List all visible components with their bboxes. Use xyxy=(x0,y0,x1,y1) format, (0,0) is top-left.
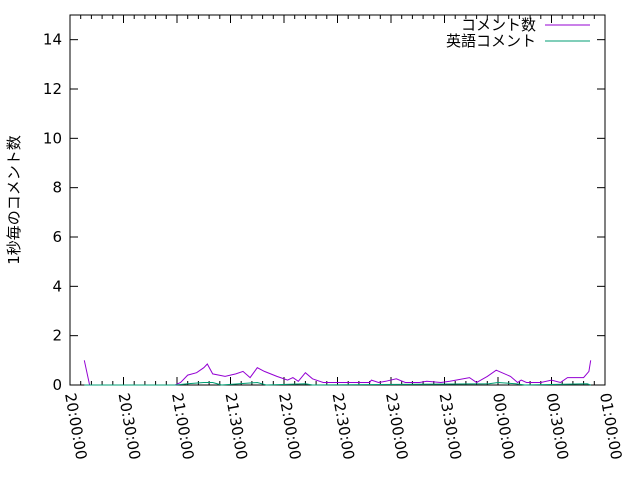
x-tick-label: 23:30:00 xyxy=(436,392,465,461)
y-tick-label: 2 xyxy=(52,327,62,345)
x-tick-label: 22:30:00 xyxy=(329,392,358,461)
y-tick-label: 6 xyxy=(52,228,62,246)
x-tick-label: 20:30:00 xyxy=(115,392,144,461)
x-tick-label: 23:00:00 xyxy=(382,392,411,461)
x-tick-label: 20:00:00 xyxy=(61,392,90,461)
series-line-1 xyxy=(84,381,591,386)
legend-label: コメント数 xyxy=(461,16,536,34)
x-tick-label: 00:30:00 xyxy=(543,392,572,461)
x-tick-label: 01:00:00 xyxy=(596,392,625,461)
x-tick-label: 22:00:00 xyxy=(275,392,304,461)
x-tick-label: 21:30:00 xyxy=(222,392,251,461)
y-tick-label: 12 xyxy=(43,80,62,98)
y-axis-label: 1秒毎のコメント数 xyxy=(5,135,23,265)
y-tick-label: 0 xyxy=(52,376,62,394)
y-tick-label: 14 xyxy=(43,31,62,49)
y-tick-label: 4 xyxy=(52,277,62,295)
plot-border xyxy=(69,14,606,386)
x-tick-label: 00:00:00 xyxy=(489,392,518,461)
series-line-0 xyxy=(83,360,592,386)
y-tick-label: 10 xyxy=(43,129,62,147)
legend-label: 英語コメント xyxy=(446,32,536,50)
x-tick-label: 21:00:00 xyxy=(168,392,197,461)
y-tick-label: 8 xyxy=(52,179,62,197)
